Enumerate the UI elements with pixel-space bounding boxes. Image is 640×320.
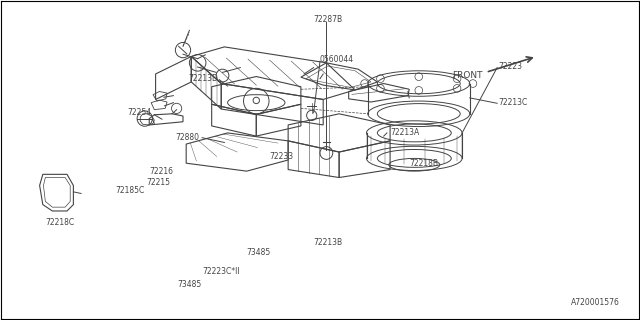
Text: A720001576: A720001576 <box>571 298 620 307</box>
Text: 72287B: 72287B <box>314 15 343 24</box>
Text: 72185C: 72185C <box>115 186 145 195</box>
Text: 72216: 72216 <box>149 167 173 176</box>
Text: 72218B: 72218B <box>409 159 438 168</box>
Text: 72233: 72233 <box>269 152 293 161</box>
Text: 72254: 72254 <box>127 108 151 117</box>
Text: 72218C: 72218C <box>45 218 75 227</box>
Text: 72223C*II: 72223C*II <box>202 267 240 276</box>
Text: 73485: 73485 <box>246 248 271 257</box>
Text: 72215: 72215 <box>147 178 170 187</box>
Text: 72223: 72223 <box>499 61 522 70</box>
Text: 72880: 72880 <box>175 133 199 142</box>
Text: 72213D: 72213D <box>188 74 218 83</box>
Text: FRONT: FRONT <box>452 71 483 80</box>
Text: 73485: 73485 <box>177 280 202 289</box>
Text: 72213B: 72213B <box>314 238 343 247</box>
Text: 0560044: 0560044 <box>320 55 354 64</box>
Text: 72213A: 72213A <box>390 128 419 137</box>
Text: 72213C: 72213C <box>499 98 527 107</box>
